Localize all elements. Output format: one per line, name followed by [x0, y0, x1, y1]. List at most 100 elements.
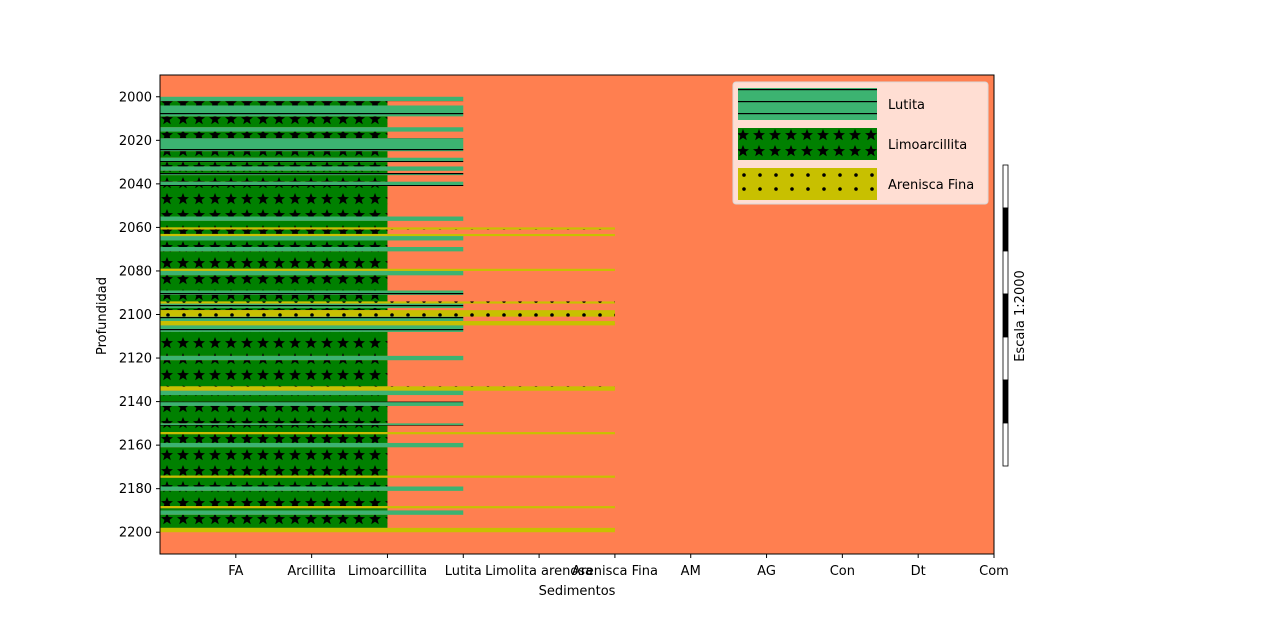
scale-bar-segment — [1003, 165, 1008, 208]
scale-bar-label: Escala 1:2000 — [1013, 270, 1028, 362]
layer-bar-lutita-4 — [160, 127, 463, 131]
y-axis-label: Profundidad — [95, 277, 110, 355]
layer-bar-limoarcillita-39 — [160, 360, 387, 386]
y-tick-label: 2200 — [119, 526, 152, 541]
scale-bar-segment — [1003, 423, 1008, 466]
layer-bar-limoarcillita-46 — [160, 426, 387, 433]
layer-bar-lutita-12 — [160, 173, 463, 175]
x-tick-label: Com — [979, 564, 1009, 579]
layer-bar-arenisca-fina-30 — [160, 301, 615, 303]
layer-bar-limoarcillita-9 — [160, 162, 387, 166]
y-tick-label: 2100 — [119, 308, 152, 323]
x-tick-label: Dt — [911, 564, 926, 579]
layer-bar-lutita-23 — [160, 247, 463, 251]
layer-bar-arenisca-fina-40 — [160, 386, 615, 390]
legend: Lutita Limoarcillita Arenisca Fina — [733, 82, 988, 204]
layer-bar-lutita-0 — [160, 97, 463, 101]
layer-bar-limoarcillita-5 — [160, 132, 387, 139]
layer-bar-lutita-26 — [160, 271, 463, 275]
layer-bar-lutita-2 — [160, 105, 463, 116]
x-tick-label: FA — [228, 564, 243, 579]
layer-bar-lutita-6 — [160, 138, 463, 151]
layer-bar-lutita-21 — [160, 236, 463, 240]
y-tick-label: 2080 — [119, 264, 152, 279]
x-tick-label: Limoarcillita — [348, 564, 427, 579]
layer-bar-limoarcillita-24 — [160, 251, 387, 268]
x-tick-label: Con — [830, 564, 855, 579]
y-tick-label: 2000 — [119, 90, 152, 105]
x-tick-label: Lutita — [445, 564, 482, 579]
legend-swatch — [738, 128, 877, 160]
legend-label: Arenisca Fina — [888, 178, 974, 193]
layer-bar-arenisca-fina-47 — [160, 432, 615, 434]
layer-bar-arenisca-fina-35 — [160, 321, 615, 325]
layer-bar-lutita-49 — [160, 443, 463, 447]
layer-bar-limoarcillita-52 — [160, 478, 387, 487]
y-tick-label: 2140 — [119, 395, 152, 410]
layer-bar-lutita-28 — [160, 291, 463, 295]
layer-bar-lutita-31 — [160, 304, 463, 308]
layer-bar-limoarcillita-50 — [160, 447, 387, 475]
y-tick-label: 2180 — [119, 482, 152, 497]
layer-bar-lutita-36 — [160, 325, 463, 332]
layer-bar-limoarcillita-48 — [160, 434, 387, 443]
layer-bar-limoarcillita-17 — [160, 221, 387, 228]
layer-bar-lutita-45 — [160, 423, 463, 425]
layer-bar-limoarcillita-32 — [160, 308, 387, 310]
layer-bar-lutita-10 — [160, 166, 463, 170]
layer-bar-limoarcillita-54 — [160, 491, 387, 506]
y-tick-label: 2060 — [119, 221, 152, 236]
layer-bar-arenisca-fina-33 — [160, 310, 615, 317]
layer-bar-limoarcillita-37 — [160, 332, 387, 356]
x-tick-label: AG — [757, 564, 776, 579]
layer-bar-limoarcillita-44 — [160, 406, 387, 423]
x-axis-label: Sedimentos — [539, 584, 616, 599]
layer-bar-limoarcillita-19 — [160, 230, 387, 234]
layer-bar-limoarcillita-13 — [160, 175, 387, 182]
legend-swatch — [738, 168, 877, 200]
layer-bar-lutita-43 — [160, 402, 463, 406]
layer-bar-arenisca-fina-18 — [160, 227, 615, 229]
layer-bar-limoarcillita-15 — [160, 186, 387, 216]
legend-label: Limoarcillita — [888, 138, 967, 153]
layer-bar-limoarcillita-22 — [160, 240, 387, 247]
layer-bar-limoarcillita-27 — [160, 275, 387, 290]
layer-bar-lutita-8 — [160, 158, 463, 162]
layer-bar-limoarcillita-1 — [160, 101, 387, 105]
layer-bar-limoarcillita-56 — [160, 508, 387, 510]
layer-bar-lutita-16 — [160, 217, 463, 221]
layer-bar-limoarcillita-29 — [160, 295, 387, 302]
scale-bar-segment — [1003, 251, 1008, 294]
scale-bar-segment — [1003, 294, 1008, 337]
layer-bar-lutita-34 — [160, 317, 463, 321]
layer-bar-lutita-53 — [160, 487, 463, 491]
layer-bar-arenisca-fina-59 — [160, 528, 615, 532]
layer-bar-limoarcillita-11 — [160, 171, 387, 173]
layer-bar-arenisca-fina-51 — [160, 476, 615, 478]
y-tick-label: 2020 — [119, 134, 152, 149]
layer-bar-arenisca-fina-20 — [160, 234, 615, 236]
layer-bar-arenisca-fina-25 — [160, 269, 615, 271]
layer-bar-limoarcillita-42 — [160, 395, 387, 402]
x-tick-label: Arcillita — [287, 564, 336, 579]
x-tick-label: AM — [681, 564, 701, 579]
scale-bar-segment — [1003, 208, 1008, 251]
layer-bar-lutita-57 — [160, 510, 463, 514]
layer-bar-limoarcillita-58 — [160, 515, 387, 528]
layer-bar-limoarcillita-3 — [160, 116, 387, 127]
legend-label: Lutita — [888, 98, 925, 113]
scale-bar-segment — [1003, 380, 1008, 423]
y-tick-label: 2160 — [119, 439, 152, 454]
y-tick-label: 2040 — [119, 177, 152, 192]
layer-bar-lutita-38 — [160, 356, 463, 360]
layer-bar-lutita-14 — [160, 182, 463, 186]
layer-bar-lutita-41 — [160, 391, 463, 395]
layer-bar-limoarcillita-7 — [160, 151, 387, 158]
layer-bar-arenisca-fina-55 — [160, 506, 615, 508]
scale-bar: Escala 1:2000 — [1003, 165, 1028, 466]
x-tick-label: Arenisca Fina — [572, 564, 658, 579]
scale-bar-segment — [1003, 337, 1008, 380]
legend-swatch — [738, 88, 877, 120]
